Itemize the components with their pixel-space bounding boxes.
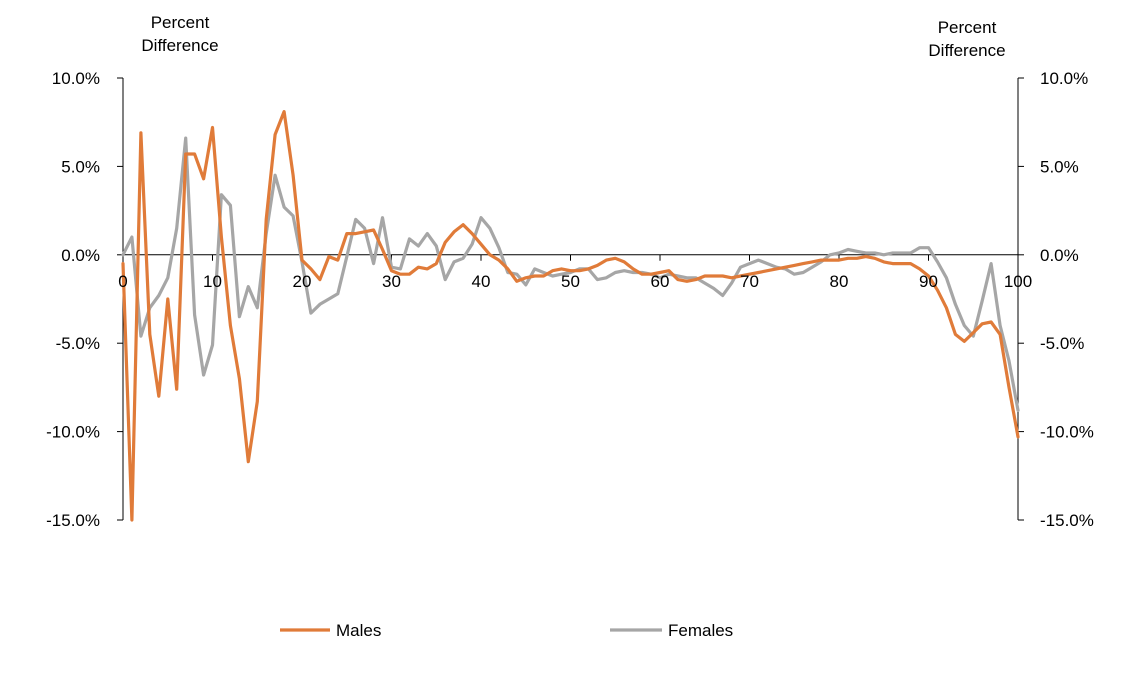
left-axis-title-line: Percent	[151, 13, 210, 32]
x-tick-label: 60	[651, 272, 670, 291]
y-tick-label-right: -5.0%	[1040, 334, 1084, 353]
y-tick-label-left: 10.0%	[52, 69, 100, 88]
series-line-females	[121, 136, 1020, 412]
y-tick-label-left: -10.0%	[46, 423, 100, 442]
series-line-males	[121, 109, 1020, 522]
x-tick-label: 10	[203, 272, 222, 291]
y-tick-label-right: -15.0%	[1040, 511, 1094, 530]
x-tick-label: 20	[293, 272, 312, 291]
left-axis-title: Percent Difference	[141, 13, 218, 55]
chart-lines	[121, 109, 1020, 522]
y-tick-label-left: 5.0%	[61, 157, 100, 176]
chart-legend: Males Females	[280, 621, 733, 640]
y-tick-label-left: -5.0%	[56, 334, 100, 353]
x-tick-label: 70	[740, 272, 759, 291]
x-tick-label: 40	[472, 272, 491, 291]
y-tick-label-right: 0.0%	[1040, 246, 1079, 265]
x-tick-label: 30	[382, 272, 401, 291]
x-tick-label: 50	[561, 272, 580, 291]
y-tick-label-left: 0.0%	[61, 246, 100, 265]
right-axis-title-line: Percent	[938, 18, 997, 37]
legend-label-females: Females	[668, 621, 733, 640]
right-axis-title: Percent Difference	[928, 18, 1005, 60]
y-tick-label-right: 5.0%	[1040, 157, 1079, 176]
x-tick-label: 100	[1004, 272, 1032, 291]
y-tick-label-left: -15.0%	[46, 511, 100, 530]
x-tick-label: 0	[118, 272, 127, 291]
x-tick-label: 80	[830, 272, 849, 291]
legend-label-males: Males	[336, 621, 381, 640]
right-axis-title-line: Difference	[928, 41, 1005, 60]
y-tick-label-right: -10.0%	[1040, 423, 1094, 442]
x-tick-label: 90	[919, 272, 938, 291]
left-axis-title-line: Difference	[141, 36, 218, 55]
y-tick-label-right: 10.0%	[1040, 69, 1088, 88]
chart-labels: 10.0% 10.0% 5.0% 5.0% 0.0% 0.0% -5.0% -5.0% -10.…	[46, 13, 1094, 530]
